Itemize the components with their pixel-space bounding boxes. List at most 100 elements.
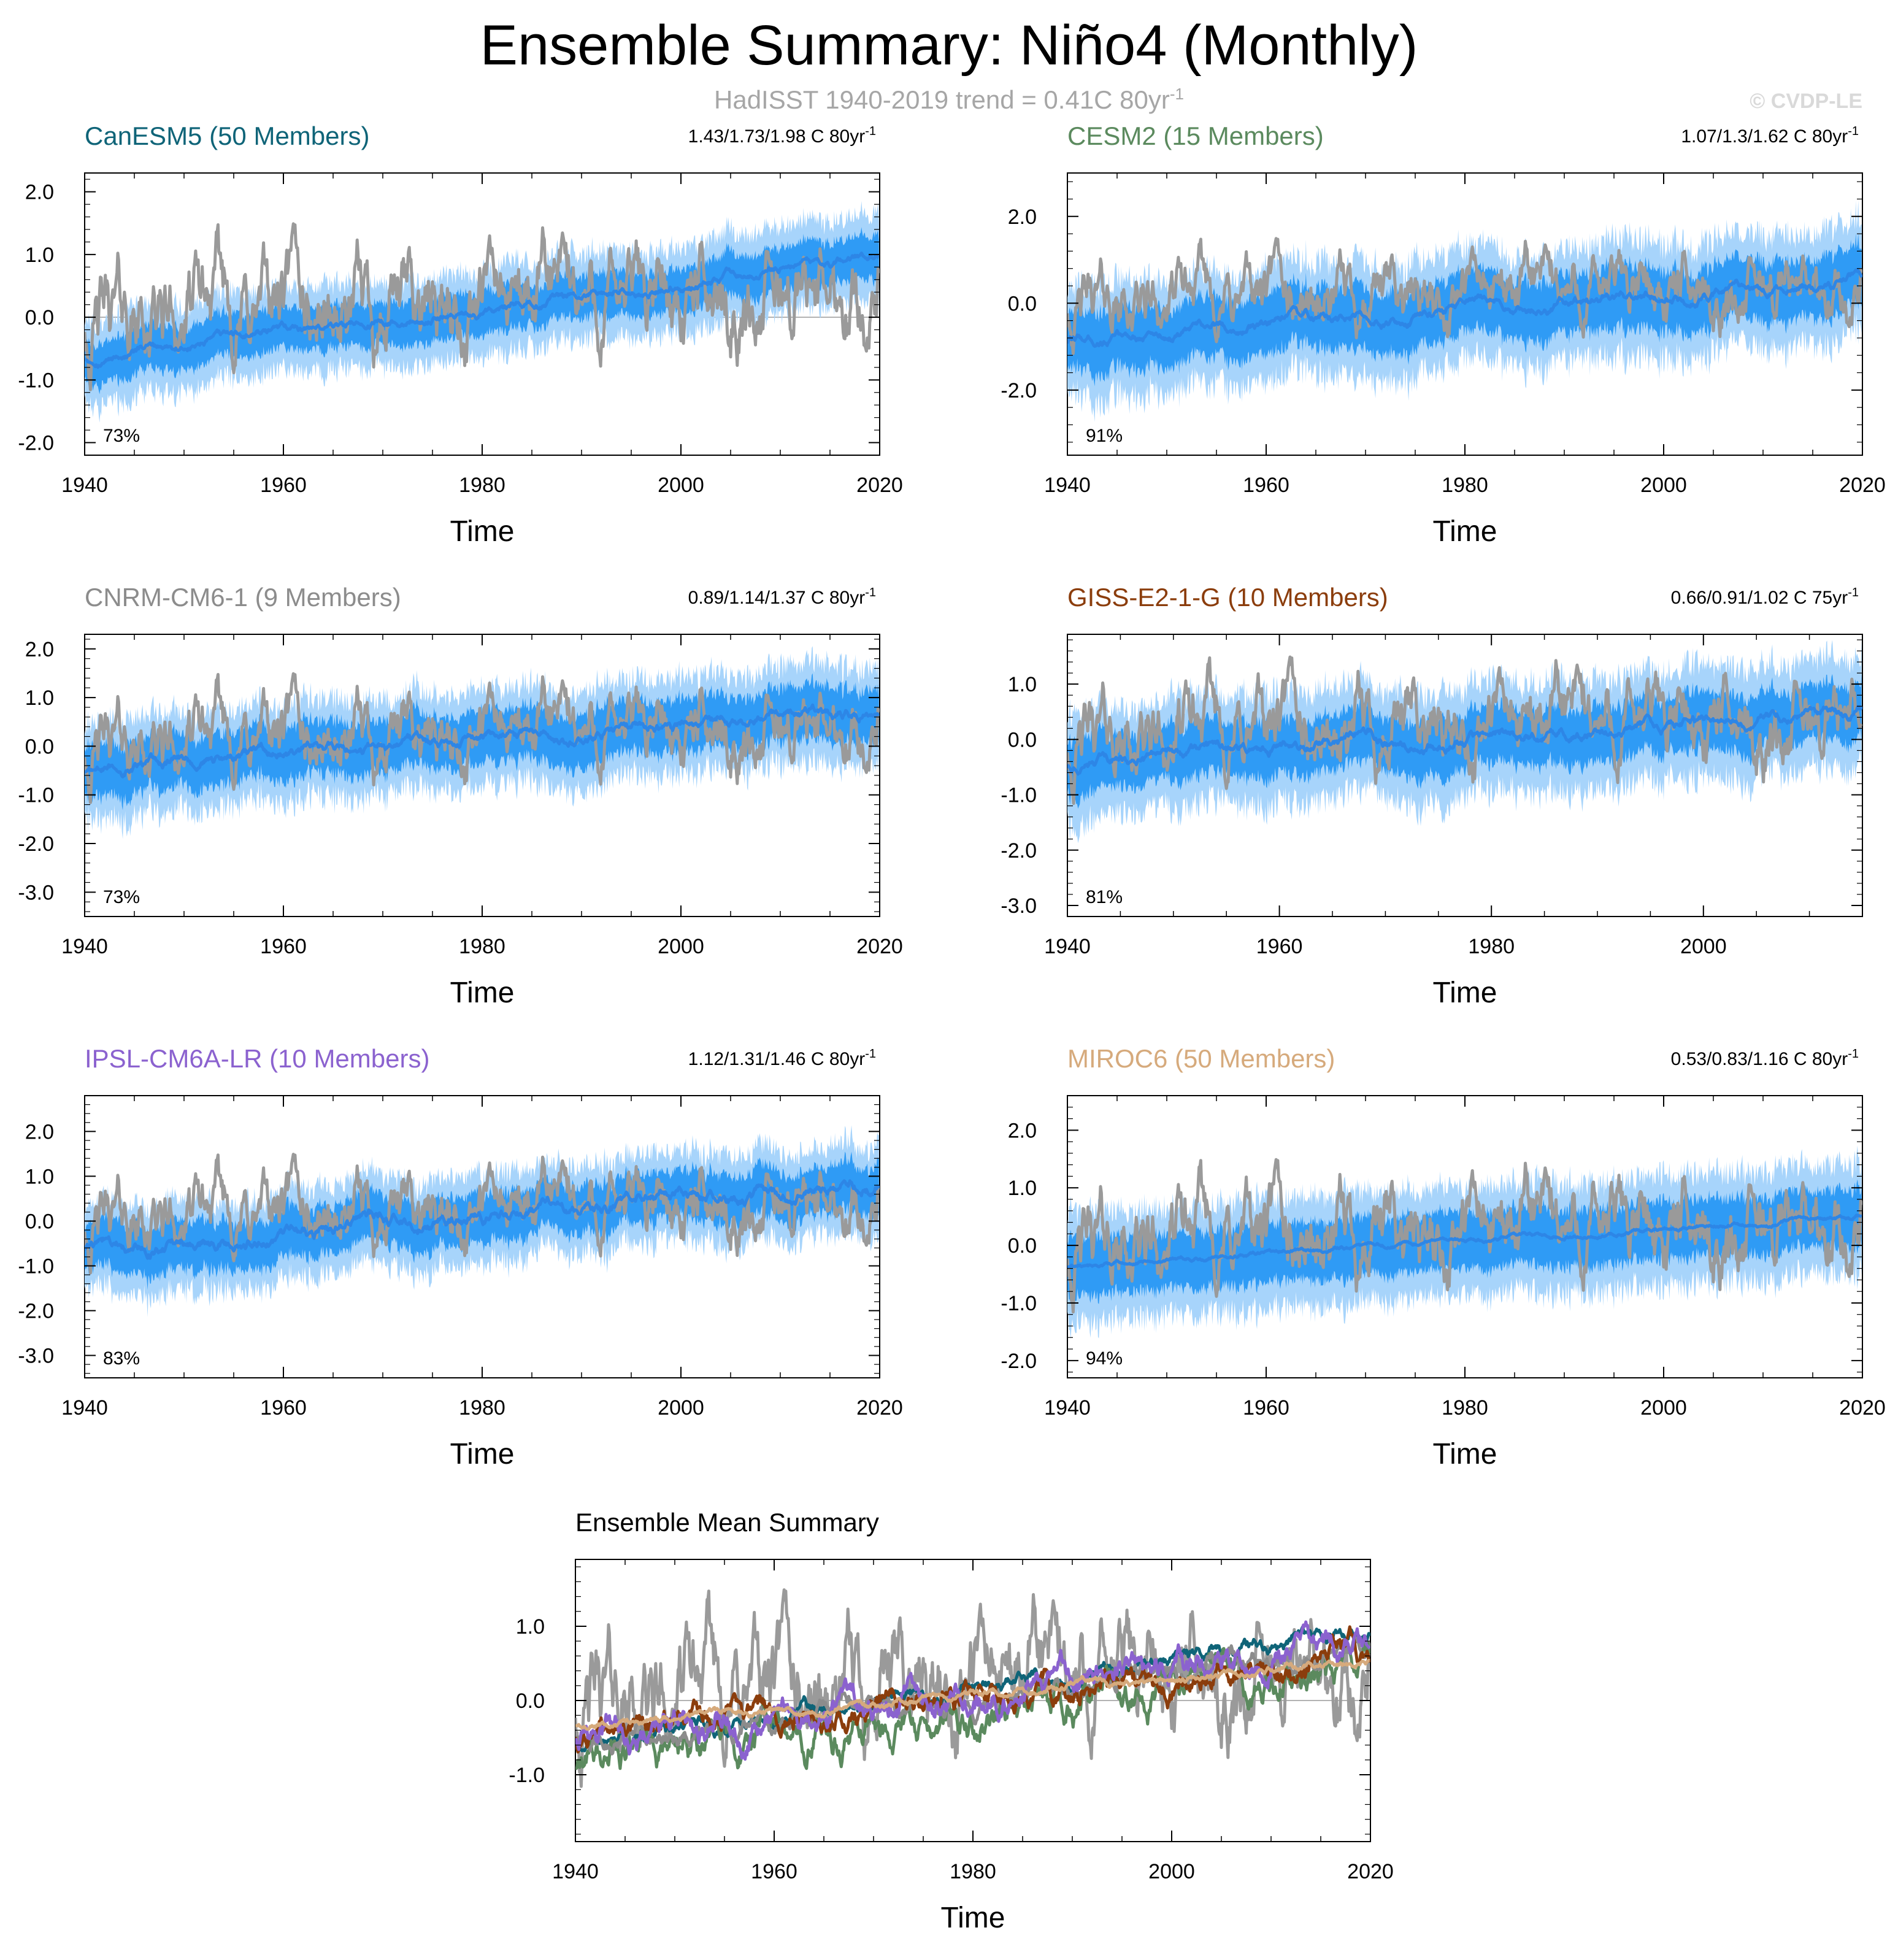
x-tick-label: 1960 bbox=[260, 1396, 307, 1420]
y-tick-label: -2.0 bbox=[1001, 839, 1037, 863]
trend-text: 0.89/1.14/1.37 C 80yr bbox=[688, 588, 866, 608]
trend-text: 1.07/1.3/1.62 C 80yr bbox=[1681, 126, 1848, 147]
x-tick-label: 2020 bbox=[856, 1396, 903, 1420]
panel-title: GISS-E2-1-G (10 Members) bbox=[1067, 583, 1388, 612]
panel-title: CESM2 (15 Members) bbox=[1067, 121, 1324, 150]
x-tick-label: 1940 bbox=[1044, 1396, 1091, 1420]
x-tick-label: 1940 bbox=[61, 474, 108, 497]
plot-area bbox=[85, 201, 880, 423]
y-tick-label: -1.0 bbox=[1001, 1292, 1037, 1315]
plot-area bbox=[85, 646, 880, 839]
x-tick-label: 1940 bbox=[1044, 935, 1091, 958]
x-tick-label: 1960 bbox=[1243, 474, 1289, 497]
percent-label: 83% bbox=[103, 1348, 140, 1369]
y-tick-label: 0.0 bbox=[25, 735, 54, 758]
x-tick-label: 1980 bbox=[1468, 935, 1515, 958]
trend-range-label: 1.43/1.73/1.98 C 80yr-1 bbox=[688, 125, 876, 147]
x-axis-title: Time bbox=[450, 515, 515, 548]
subtitle-superscript: -1 bbox=[1169, 85, 1184, 103]
percent-label: 73% bbox=[103, 426, 140, 446]
trend-range-label: 1.07/1.3/1.62 C 80yr-1 bbox=[1681, 125, 1859, 147]
percent-label: 73% bbox=[103, 887, 140, 907]
copyright-watermark: © CVDP-LE bbox=[1750, 90, 1862, 113]
ensemble-mean-line bbox=[1067, 705, 1862, 776]
y-tick-label: -3.0 bbox=[18, 1344, 54, 1367]
ensemble-mean-line bbox=[1067, 1213, 1862, 1269]
panel-ipsl-cm6a-lr: IPSL-CM6A-LR (10 Members) 1.12/1.31/1.46 … bbox=[18, 1044, 902, 1470]
y-tick-label: -2.0 bbox=[18, 1299, 54, 1323]
percent-label: 91% bbox=[1086, 426, 1123, 446]
x-tick-label: 2000 bbox=[1680, 935, 1727, 958]
series-line-ipsl-cm6a-lr bbox=[575, 1620, 1370, 1761]
x-tick-label: 2020 bbox=[856, 935, 903, 958]
trend-range-label: 0.66/0.91/1.02 C 75yr-1 bbox=[1671, 586, 1859, 608]
x-tick-label: 1960 bbox=[260, 474, 307, 497]
plot-area bbox=[575, 1588, 1370, 1788]
y-tick-label: -2.0 bbox=[1001, 1350, 1037, 1373]
plot-area bbox=[1067, 200, 1862, 422]
x-tick-label: 2000 bbox=[1148, 1860, 1195, 1883]
ensemble-inner-band bbox=[1067, 233, 1862, 386]
plot-area bbox=[1067, 639, 1862, 844]
x-tick-label: 2000 bbox=[1640, 474, 1687, 497]
x-tick-label: 1980 bbox=[459, 935, 505, 958]
y-tick-label: -1.0 bbox=[509, 1764, 545, 1787]
x-axis-title: Time bbox=[1433, 977, 1497, 1009]
plot-area bbox=[1067, 1145, 1862, 1340]
observed-line bbox=[1067, 237, 1862, 355]
figure-subtitle: HadISST 1940-2019 trend = 0.41C 80yr-1 bbox=[0, 85, 1898, 115]
y-tick-label: 2.0 bbox=[25, 638, 54, 661]
y-tick-label: 1.0 bbox=[516, 1615, 545, 1639]
ensemble-mean-line bbox=[85, 252, 880, 369]
series-line-hadisst bbox=[575, 1588, 1370, 1788]
ensemble-mean-line bbox=[1067, 268, 1862, 348]
x-tick-label: 1980 bbox=[459, 474, 505, 497]
observed-line bbox=[1067, 1158, 1862, 1314]
panel-title: IPSL-CM6A-LR (10 Members) bbox=[85, 1044, 429, 1073]
x-tick-label: 1940 bbox=[552, 1860, 599, 1883]
trend-sup: -1 bbox=[865, 1047, 876, 1061]
panel-title: Ensemble Mean Summary bbox=[575, 1508, 879, 1537]
panel-title: MIROC6 (50 Members) bbox=[1067, 1044, 1335, 1073]
panel-ensemble-mean-summary: Ensemble Mean Summary 1940 1960 1980 2000 202… bbox=[509, 1508, 1393, 1934]
y-tick-label: 2.0 bbox=[25, 181, 54, 204]
trend-range-label: 1.12/1.31/1.46 C 80yr-1 bbox=[688, 1047, 876, 1069]
x-tick-label: 2020 bbox=[1839, 474, 1886, 497]
y-tick-label: 2.0 bbox=[1008, 206, 1037, 229]
x-tick-label: 2020 bbox=[1839, 1396, 1886, 1420]
trend-text: 1.43/1.73/1.98 C 80yr bbox=[688, 126, 866, 147]
x-tick-label: 1960 bbox=[1243, 1396, 1289, 1420]
trend-sup: -1 bbox=[1848, 1047, 1859, 1061]
panel-cesm2: CESM2 (15 Members) 1.07/1.3/1.62 C 80yr-1… bbox=[1001, 121, 1885, 548]
y-tick-label: -3.0 bbox=[1001, 894, 1037, 918]
y-tick-label: 1.0 bbox=[25, 244, 54, 267]
x-tick-label: 2000 bbox=[658, 935, 704, 958]
panel-title: CanESM5 (50 Members) bbox=[85, 121, 369, 150]
plot-area bbox=[85, 1125, 880, 1318]
panel-miroc6: MIROC6 (50 Members) 0.53/0.83/1.16 C 80yr… bbox=[1001, 1044, 1885, 1470]
trend-sup: -1 bbox=[865, 125, 876, 138]
x-tick-label: 1940 bbox=[1044, 474, 1091, 497]
y-tick-label: 0.0 bbox=[1008, 728, 1037, 751]
ensemble-inner-band bbox=[85, 227, 879, 394]
figure-title: Ensemble Summary: Niño4 (Monthly) bbox=[480, 14, 1418, 77]
x-axis-title: Time bbox=[1433, 515, 1497, 548]
y-tick-label: -2.0 bbox=[1001, 379, 1037, 402]
y-tick-label: -1.0 bbox=[1001, 784, 1037, 807]
x-axis-title: Time bbox=[941, 1902, 1005, 1934]
y-tick-label: 1.0 bbox=[25, 686, 54, 710]
ensemble-mean-line bbox=[85, 703, 880, 778]
trend-text: 0.66/0.91/1.02 C 75yr bbox=[1671, 588, 1848, 608]
y-tick-label: 2.0 bbox=[1008, 1119, 1037, 1142]
trend-sup: -1 bbox=[1848, 125, 1859, 138]
panel-title: CNRM-CM6-1 (9 Members) bbox=[85, 583, 401, 612]
x-tick-label: 2000 bbox=[658, 1396, 704, 1420]
panel-giss-e2-1-g: GISS-E2-1-G (10 Members) 0.66/0.91/1.02 C… bbox=[1001, 583, 1863, 1009]
y-tick-label: 2.0 bbox=[25, 1120, 54, 1143]
x-tick-label: 1960 bbox=[1256, 935, 1303, 958]
y-tick-label: 1.0 bbox=[1008, 1177, 1037, 1200]
ensemble-mean-line bbox=[85, 1179, 880, 1260]
y-tick-label: 0.0 bbox=[25, 306, 54, 329]
y-tick-label: 1.0 bbox=[25, 1165, 54, 1188]
